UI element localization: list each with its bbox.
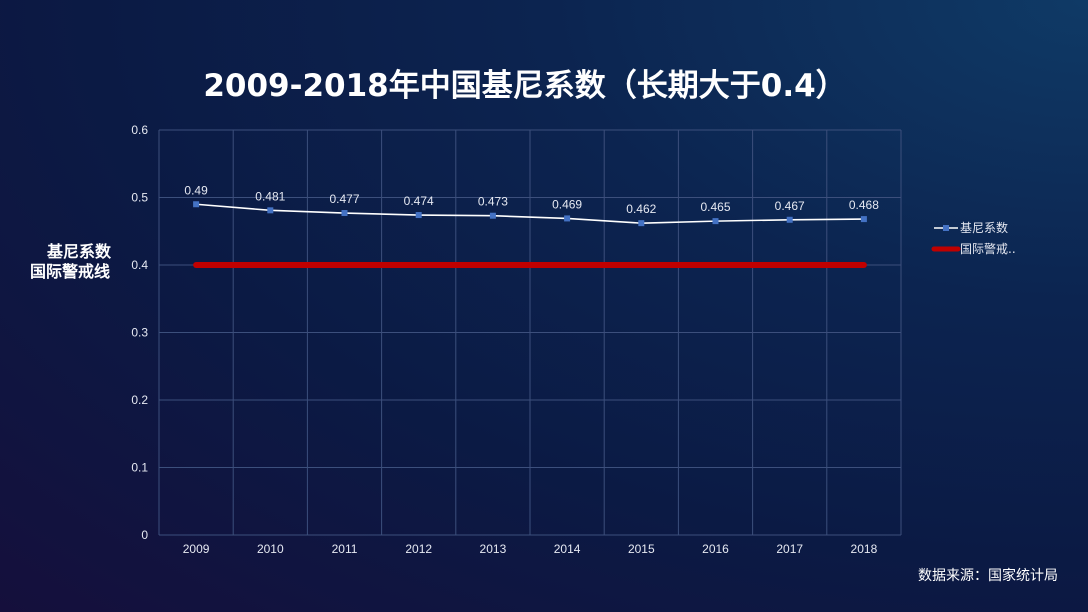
y-tick-label: 0.4 bbox=[131, 258, 148, 272]
gini-point bbox=[638, 220, 645, 227]
gini-point bbox=[786, 216, 793, 223]
x-tick-label: 2018 bbox=[851, 542, 878, 556]
x-tick-label: 2015 bbox=[628, 542, 655, 556]
gini-point bbox=[860, 216, 867, 223]
x-tick-label: 2016 bbox=[702, 542, 729, 556]
side-label-warning-line: 国际警戒线 bbox=[30, 262, 110, 281]
gini-data-label: 0.481 bbox=[255, 189, 285, 203]
gini-data-label: 0.473 bbox=[478, 195, 508, 209]
y-axis-ticks: 0 0.1 0.2 0.3 0.4 0.5 0.6 bbox=[131, 123, 148, 542]
side-label-gini: 基尼系数 bbox=[46, 242, 112, 261]
gini-data-label: 0.49 bbox=[184, 183, 208, 197]
gini-data-label: 0.462 bbox=[626, 202, 656, 216]
legend-label-gini: 基尼系数 bbox=[960, 220, 1008, 235]
x-tick-label: 2013 bbox=[480, 542, 507, 556]
gini-line-series bbox=[196, 203, 864, 224]
legend-label-warning: 国际警戒.. bbox=[960, 241, 1016, 256]
gini-point bbox=[712, 218, 719, 225]
gini-data-label: 0.467 bbox=[775, 199, 805, 213]
gini-data-label: 0.469 bbox=[552, 197, 582, 211]
y-tick-label: 0.6 bbox=[131, 123, 148, 137]
x-axis-ticks: 2009 2010 2011 2012 2013 2014 2015 2016 2017 2018 bbox=[183, 542, 878, 556]
x-tick-label: 2017 bbox=[776, 542, 803, 556]
x-tick-label: 2012 bbox=[405, 542, 432, 556]
legend-marker-gini bbox=[943, 225, 949, 231]
x-tick-label: 2014 bbox=[554, 542, 581, 556]
y-tick-label: 0.2 bbox=[131, 393, 148, 407]
data-labels: 0.49 0.481 0.477 0.474 0.473 0.469 0.462 0.465 0… bbox=[184, 183, 879, 216]
series-layer bbox=[193, 201, 867, 268]
gini-point bbox=[415, 212, 422, 219]
gini-point bbox=[489, 212, 496, 219]
gini-data-label: 0.465 bbox=[700, 200, 730, 214]
x-tick-label: 2009 bbox=[183, 542, 210, 556]
y-tick-label: 0.5 bbox=[131, 191, 148, 205]
y-tick-label: 0 bbox=[141, 528, 148, 542]
gini-point bbox=[193, 201, 200, 208]
y-tick-label: 0.1 bbox=[131, 461, 148, 475]
gini-data-label: 0.477 bbox=[329, 192, 359, 206]
gini-point bbox=[341, 210, 348, 217]
chart-title: 2009-2018年中国基尼系数（长期大于0.4） bbox=[203, 68, 846, 104]
gini-data-label: 0.468 bbox=[849, 198, 879, 212]
gini-data-label: 0.474 bbox=[404, 194, 434, 208]
x-tick-label: 2010 bbox=[257, 542, 284, 556]
x-tick-label: 2011 bbox=[332, 542, 358, 556]
data-source: 数据来源：国家统计局 bbox=[918, 567, 1058, 584]
y-tick-label: 0.3 bbox=[131, 326, 148, 340]
gini-point bbox=[564, 215, 571, 222]
gini-point bbox=[267, 207, 274, 214]
